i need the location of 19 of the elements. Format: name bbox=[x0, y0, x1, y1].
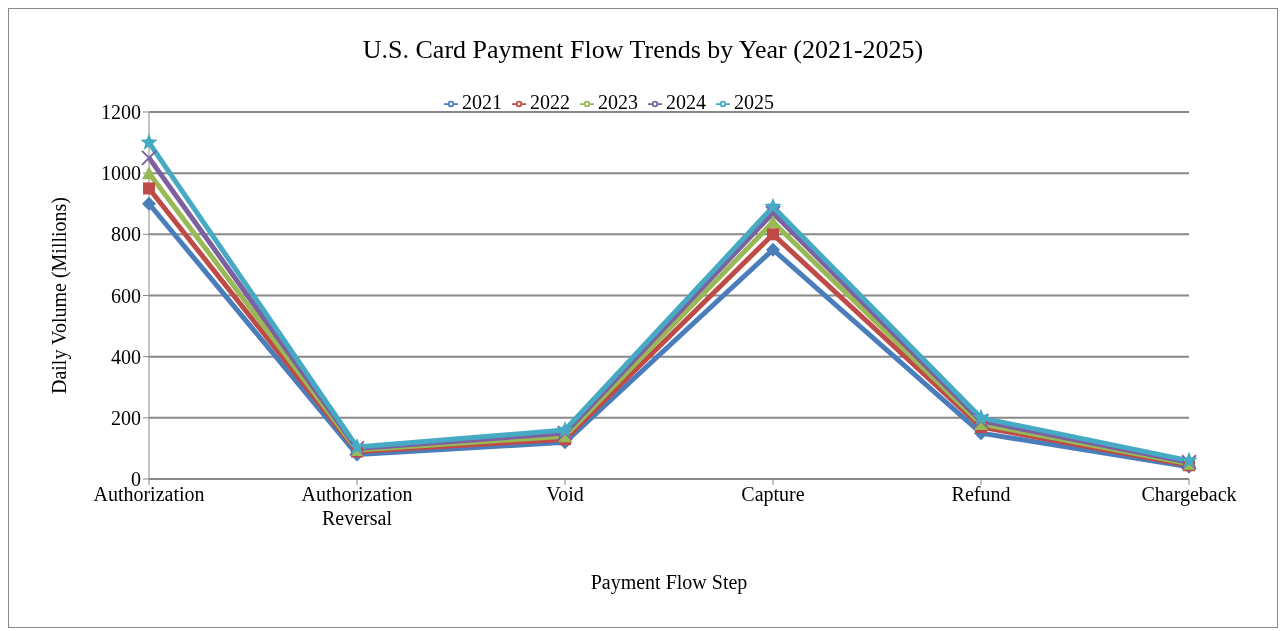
y-tick-label: 600 bbox=[111, 284, 141, 307]
legend-label: 2024 bbox=[666, 91, 706, 113]
x-tick-label: Authorization Reversal bbox=[301, 483, 413, 529]
x-tick-label: Void bbox=[546, 483, 584, 505]
y-tick-label: 200 bbox=[111, 406, 141, 429]
legend-label: 2025 bbox=[734, 91, 774, 113]
chart-title: U.S. Card Payment Flow Trends by Year (2021-2025) bbox=[361, 35, 925, 65]
legend-label: 2023 bbox=[598, 91, 638, 113]
y-axis-title: Daily Volume (Millions) bbox=[48, 196, 72, 395]
y-tick-label: 1000 bbox=[101, 162, 141, 185]
x-tick-label: Chargeback bbox=[1141, 483, 1237, 506]
x-tick-label: Capture bbox=[741, 483, 805, 506]
y-tick-label: 800 bbox=[111, 223, 141, 246]
y-tick-label: 400 bbox=[111, 345, 141, 368]
legend-label: 2021 bbox=[462, 91, 502, 113]
y-tick-label: 1200 bbox=[101, 101, 141, 124]
legend-label: 2022 bbox=[530, 91, 570, 113]
x-axis-title: Payment Flow Step bbox=[590, 571, 748, 594]
x-tick-label: Refund bbox=[951, 483, 1011, 505]
